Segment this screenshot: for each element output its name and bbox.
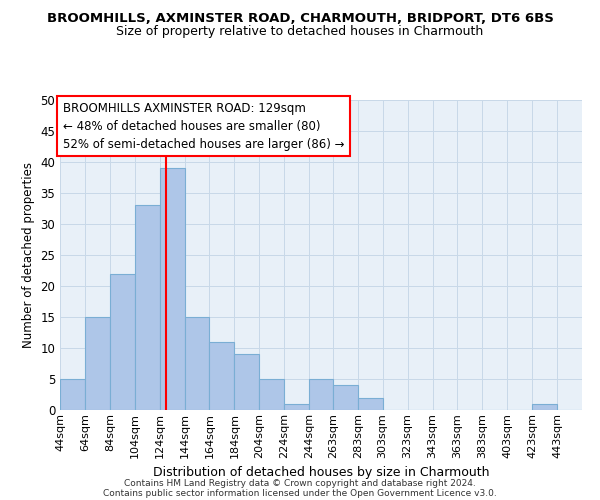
Y-axis label: Number of detached properties: Number of detached properties bbox=[22, 162, 35, 348]
Text: Contains HM Land Registry data © Crown copyright and database right 2024.: Contains HM Land Registry data © Crown c… bbox=[124, 478, 476, 488]
Bar bbox=[309, 379, 333, 410]
Bar bbox=[135, 206, 160, 410]
Bar bbox=[235, 354, 259, 410]
X-axis label: Distribution of detached houses by size in Charmouth: Distribution of detached houses by size … bbox=[153, 466, 489, 479]
Bar bbox=[333, 385, 358, 410]
Text: BROOMHILLS AXMINSTER ROAD: 129sqm
← 48% of detached houses are smaller (80)
52% : BROOMHILLS AXMINSTER ROAD: 129sqm ← 48% … bbox=[62, 102, 344, 150]
Bar bbox=[259, 379, 284, 410]
Bar bbox=[60, 379, 85, 410]
Bar bbox=[110, 274, 135, 410]
Bar bbox=[160, 168, 185, 410]
Text: Contains public sector information licensed under the Open Government Licence v3: Contains public sector information licen… bbox=[103, 488, 497, 498]
Bar bbox=[532, 404, 557, 410]
Bar bbox=[284, 404, 309, 410]
Text: Size of property relative to detached houses in Charmouth: Size of property relative to detached ho… bbox=[116, 25, 484, 38]
Bar bbox=[85, 317, 110, 410]
Bar bbox=[209, 342, 235, 410]
Bar bbox=[358, 398, 383, 410]
Bar bbox=[185, 317, 209, 410]
Text: BROOMHILLS, AXMINSTER ROAD, CHARMOUTH, BRIDPORT, DT6 6BS: BROOMHILLS, AXMINSTER ROAD, CHARMOUTH, B… bbox=[47, 12, 553, 26]
